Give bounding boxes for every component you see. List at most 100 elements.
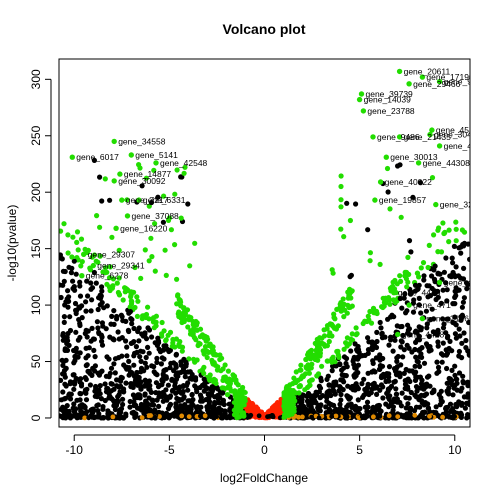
data-point [218,415,224,421]
data-point [192,359,198,365]
data-point [82,387,89,393]
data-point [391,379,397,385]
data-point [92,354,98,360]
highlighted-point [419,74,426,80]
data-point [148,402,155,408]
data-point [350,337,356,343]
data-point [126,358,132,364]
data-point [429,175,436,181]
data-point [132,304,138,311]
highlighted-point [79,273,85,279]
gene-label: gene_14039 [364,95,412,105]
data-point [347,274,353,280]
data-point [443,347,449,353]
data-point [160,219,166,225]
data-point [466,413,470,420]
data-point [431,267,437,273]
data-point [97,174,103,180]
data-point [98,396,104,402]
data-point [174,395,180,401]
data-point [167,393,174,399]
data-point [74,229,81,235]
data-point [129,321,135,327]
data-point [362,413,367,419]
data-point [352,355,358,361]
gene-label: gene_42548 [160,158,208,168]
data-point [174,167,180,173]
data-point [449,367,455,373]
highlighted-point [419,315,426,322]
highlighted-point [391,290,397,296]
data-point [104,354,110,360]
data-point [209,414,215,420]
data-point [444,316,450,322]
data-point [401,295,407,301]
data-point [335,323,341,329]
data-point [83,327,89,333]
data-point [96,387,102,393]
data-point [416,282,422,288]
data-point [71,386,77,392]
data-point [458,388,464,394]
gene-label: gene_29466 [413,79,461,89]
data-point [161,367,167,373]
data-point [383,401,389,407]
data-point [234,411,240,417]
data-point [83,397,90,403]
data-point [391,366,398,372]
highlighted-points [69,68,443,338]
data-point [174,276,180,282]
data-point [395,353,401,360]
data-point [459,304,465,310]
data-point [95,408,101,414]
data-point [210,348,216,354]
data-point [392,277,398,284]
data-point [399,390,405,396]
data-point [256,413,262,419]
data-point [191,335,198,341]
data-point [222,408,228,414]
data-point [78,383,85,389]
data-point [170,340,176,346]
data-point [414,329,420,335]
gene-label: gene_9486 [377,132,420,142]
data-point [458,250,464,256]
data-point [416,302,422,308]
data-point [219,355,225,361]
data-point [195,404,201,410]
data-point [107,287,113,294]
data-point [460,378,466,385]
data-point [463,337,469,344]
data-point [378,325,384,331]
data-point [288,405,294,411]
data-point [102,176,108,182]
data-point [365,409,371,415]
data-point [390,348,396,354]
data-point [146,258,152,264]
data-point [453,293,459,299]
data-point [431,387,437,393]
gene-label: gene_5141 [135,150,178,160]
data-point [420,260,427,266]
data-point [388,334,394,340]
gene-label: gene_40022 [385,177,433,187]
data-point [395,163,401,169]
data-point [221,385,227,391]
data-point [400,332,406,339]
data-point [119,314,125,320]
data-point [177,384,183,390]
data-point [178,174,184,180]
data-point [412,282,419,288]
data-point [377,261,383,267]
data-point [139,415,145,421]
data-point [461,330,467,336]
data-point [134,294,140,300]
data-point [387,206,393,212]
highlighted-point [436,279,443,286]
data-point [440,220,446,226]
data-point [124,344,130,350]
gene-label: gene_7217 [126,195,169,205]
data-point [197,326,204,332]
data-point [423,308,429,314]
data-point [169,377,175,383]
